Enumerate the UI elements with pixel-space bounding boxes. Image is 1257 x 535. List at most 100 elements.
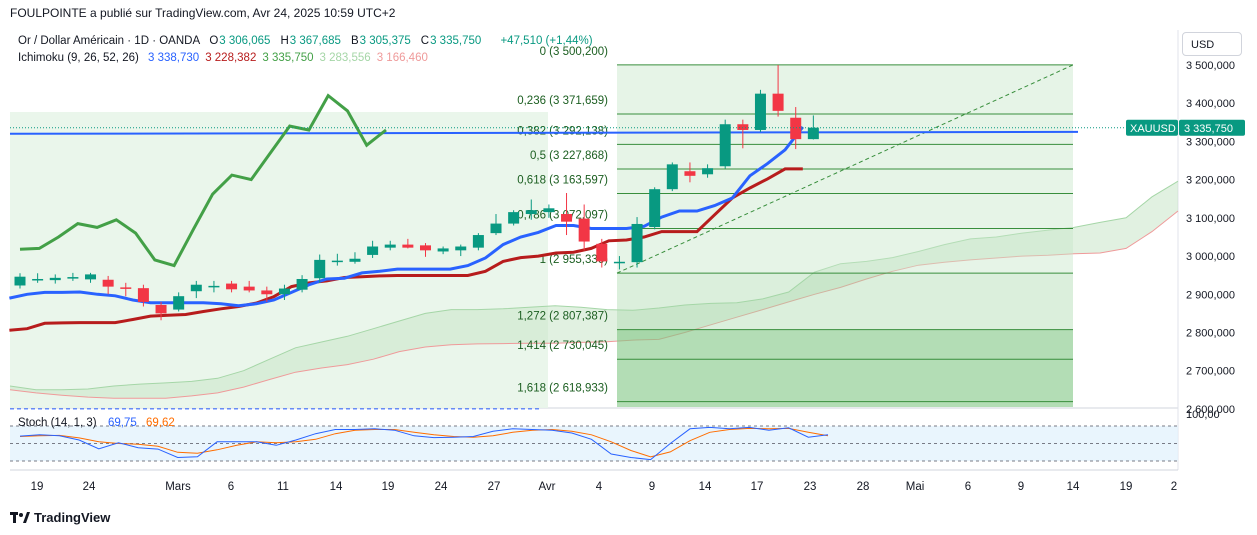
candle-body	[85, 274, 97, 280]
fibonacci-retracement: 0 (3 500,200) 0,236 (3 371,659) 0,382 (3 2…	[10, 46, 1074, 410]
candle-body	[67, 277, 79, 279]
time-tick-label: 17	[751, 481, 764, 493]
time-tick-label: 4	[596, 481, 603, 493]
chikou-line	[19, 93, 387, 268]
candle-body	[367, 246, 379, 255]
price-tick-label: 2 600,000	[1186, 404, 1235, 416]
stochastic-pane: Stoch (14, 1, 3) 69,75 69,62 100,00	[10, 409, 1220, 462]
tradingview-brand[interactable]: TradingView	[10, 510, 110, 525]
time-tick-label: 23	[804, 481, 817, 493]
candle-body	[472, 235, 484, 248]
candle-body	[331, 260, 343, 263]
candle-body	[243, 286, 255, 291]
price-tick-label: 2 800,000	[1186, 327, 1235, 339]
horizontal-trend-line	[9, 130, 1079, 135]
symbol-tag	[1126, 119, 1178, 136]
candle-body	[578, 218, 590, 242]
candle-body	[173, 296, 185, 310]
candle-body	[419, 245, 431, 251]
candle-body	[120, 287, 132, 289]
time-tick-label: 9	[649, 481, 655, 493]
price-tick-label: 3 500,000	[1186, 60, 1235, 72]
candle-body	[807, 127, 819, 140]
ichimoku-value-0: 3 338,730	[148, 52, 200, 64]
fib-label: 0,236 (3 371,659)	[517, 95, 608, 107]
currency-button[interactable]: USD	[1182, 32, 1242, 56]
fib-label: 1 (2 955,336)	[540, 254, 609, 266]
candle-body	[684, 171, 696, 176]
candle-body	[455, 246, 467, 251]
ichimoku-legend: Ichimoku (9, 26, 52, 26) 3 338,730 3 228,…	[18, 52, 440, 64]
fib-label: 1,618 (2 618,933)	[517, 383, 608, 395]
time-tick-label: 19	[382, 481, 395, 493]
candle-body	[613, 261, 625, 264]
time-axis: 19 24 Mars 6 11 14 19 24 27 Avr 4 9 14 17 23 28 Mai 6 9 14 1…	[31, 481, 1178, 493]
ohlc-o: O3 306,065	[209, 35, 271, 47]
symbol-legend: Or / Dollar Américain · 1D · OANDA O3 30…	[18, 35, 599, 47]
fib-label: 0 (3 500,200)	[540, 46, 609, 58]
ichimoku-label[interactable]: Ichimoku (9, 26, 52, 26)	[18, 52, 139, 64]
fib-label: 1,272 (2 807,387)	[517, 311, 608, 323]
time-tick-label: 2	[1171, 481, 1177, 493]
kijun-line	[9, 167, 803, 332]
price-tag-value: 3 335,750	[1184, 123, 1233, 135]
candle-body	[261, 290, 273, 295]
candle-body	[490, 223, 502, 234]
stoch-d-value: 69,62	[146, 417, 175, 429]
time-tick-label: 24	[83, 481, 96, 493]
time-tick-label: 24	[435, 481, 448, 493]
time-tick-label: 14	[699, 481, 712, 493]
time-tick-label: 14	[330, 481, 343, 493]
brand-name: TradingView	[34, 510, 111, 525]
candle-body	[226, 283, 238, 290]
candle-body	[102, 279, 114, 287]
ichimoku-value-3: 3 283,556	[319, 52, 371, 64]
price-tick-label: 2 700,000	[1186, 366, 1235, 378]
symbol-tag-label: XAUUSD	[1130, 123, 1176, 135]
candle-body	[649, 189, 661, 228]
ohlc-b: B3 305,375	[350, 35, 411, 47]
price-tag: XAUUSD 3 335,750	[10, 119, 1245, 136]
fib-zone-mid	[617, 273, 1073, 330]
stoch-k-value: 69,75	[108, 417, 137, 429]
time-tick-label: Avr	[538, 481, 555, 493]
price-tick-label: 3 100,000	[1186, 213, 1235, 225]
stoch-k-line	[19, 426, 829, 461]
fib-zone-lower	[617, 329, 1073, 407]
price-tick-label: 3 300,000	[1186, 136, 1235, 148]
time-tick-label: 19	[31, 481, 44, 493]
candle-body	[402, 244, 414, 248]
candle-body	[32, 278, 44, 281]
time-tick-label: 14	[1067, 481, 1080, 493]
time-tick-label: 6	[965, 481, 971, 493]
price-tag-box	[1179, 119, 1245, 136]
senkou-a-line	[9, 180, 1179, 391]
candle-body	[314, 259, 326, 279]
fib-label: 1,414 (2 730,045)	[517, 340, 608, 352]
symbol-title[interactable]: Or / Dollar Américain · 1D · OANDA	[18, 35, 201, 47]
price-tick-label: 2 900,000	[1186, 289, 1235, 301]
time-tick-label: 19	[1120, 481, 1133, 493]
ichimoku-values: 3 338,730 3 228,382 3 335,750 3 283,556 3 16…	[148, 52, 434, 64]
candle-body	[49, 277, 61, 281]
price-tick-label: 3 400,000	[1186, 98, 1235, 110]
time-tick-label: Mai	[906, 481, 925, 493]
price-tick-label: 3 200,000	[1186, 175, 1235, 187]
stoch-d-line	[19, 427, 829, 458]
candle-body	[525, 210, 537, 215]
candle-body	[631, 223, 643, 263]
candles	[14, 65, 819, 321]
time-tick-label: 6	[228, 481, 234, 493]
ohlc-c: C3 335,750	[420, 35, 482, 47]
stoch-top-label: 100,00	[1186, 409, 1220, 421]
ohlc-values: O3 306,065 H3 367,685 B3 305,375 C3 335,750	[209, 35, 491, 47]
ichimoku-value-4: 3 166,460	[376, 52, 428, 64]
time-tick-label: 11	[277, 481, 289, 493]
candle-body	[508, 212, 520, 224]
ichimoku-value-2: 3 335,750	[262, 52, 314, 64]
candle-body	[384, 244, 396, 248]
senkou-b-line	[9, 210, 1179, 399]
candle-body	[543, 208, 555, 213]
candle-body	[754, 93, 766, 130]
